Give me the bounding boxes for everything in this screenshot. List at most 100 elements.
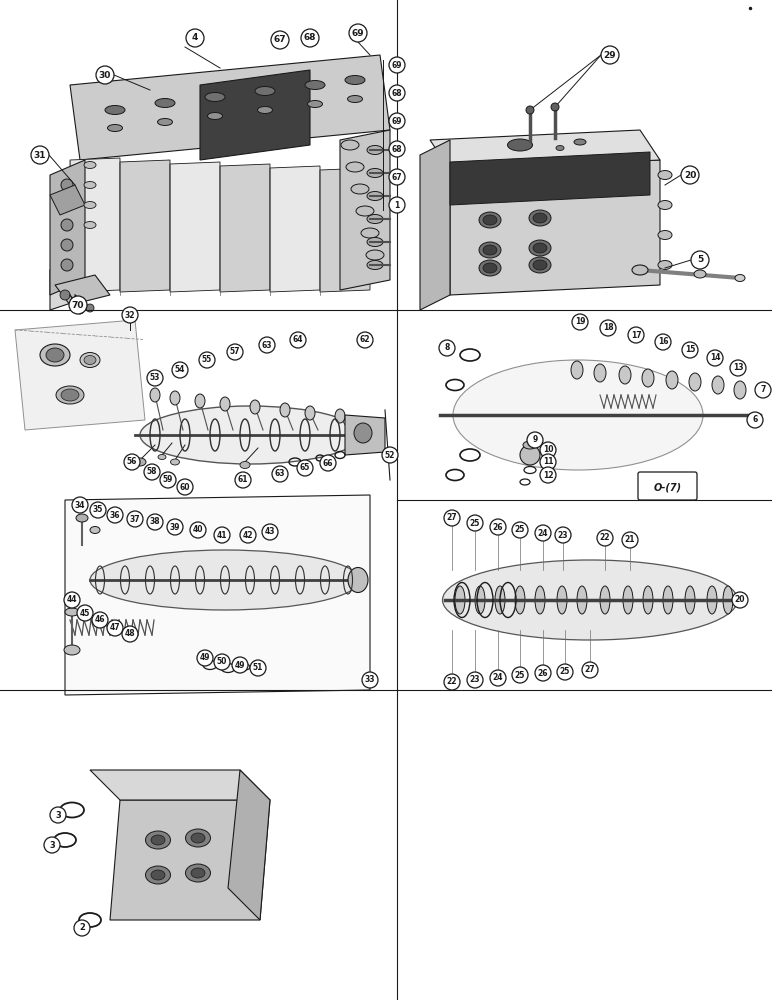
Ellipse shape <box>574 139 586 145</box>
Ellipse shape <box>84 222 96 229</box>
Text: 27: 27 <box>584 666 595 674</box>
Circle shape <box>389 57 405 73</box>
Ellipse shape <box>515 586 525 614</box>
Ellipse shape <box>658 260 672 269</box>
Circle shape <box>655 334 671 350</box>
Text: 25: 25 <box>515 526 525 534</box>
Circle shape <box>271 31 289 49</box>
Text: 60: 60 <box>180 483 190 491</box>
Ellipse shape <box>735 274 745 282</box>
Text: 14: 14 <box>709 354 720 362</box>
Ellipse shape <box>577 586 587 614</box>
Text: 52: 52 <box>384 450 395 460</box>
Circle shape <box>186 29 204 47</box>
Text: 64: 64 <box>293 336 303 344</box>
Polygon shape <box>90 770 270 800</box>
Text: 7: 7 <box>760 385 766 394</box>
Circle shape <box>214 527 230 543</box>
Circle shape <box>389 113 405 129</box>
Ellipse shape <box>341 140 359 150</box>
Text: 53: 53 <box>150 373 160 382</box>
Ellipse shape <box>347 96 363 103</box>
Polygon shape <box>345 415 385 455</box>
Circle shape <box>540 467 556 483</box>
Circle shape <box>197 650 213 666</box>
Ellipse shape <box>658 231 672 239</box>
Text: 3: 3 <box>49 840 55 850</box>
Ellipse shape <box>495 586 505 614</box>
Circle shape <box>389 169 405 185</box>
Ellipse shape <box>658 170 672 180</box>
Text: 68: 68 <box>391 144 402 153</box>
Ellipse shape <box>367 192 383 200</box>
Text: 30: 30 <box>99 70 111 80</box>
Ellipse shape <box>723 586 733 614</box>
Text: 27: 27 <box>447 514 457 522</box>
Circle shape <box>622 532 638 548</box>
Circle shape <box>520 445 540 465</box>
Ellipse shape <box>170 391 180 405</box>
Circle shape <box>357 332 373 348</box>
Ellipse shape <box>185 864 211 882</box>
Text: 5: 5 <box>697 255 703 264</box>
Text: 22: 22 <box>600 534 610 542</box>
Circle shape <box>127 511 143 527</box>
Ellipse shape <box>529 240 551 256</box>
Circle shape <box>227 344 243 360</box>
Circle shape <box>732 592 748 608</box>
Text: 4: 4 <box>191 33 198 42</box>
Polygon shape <box>450 160 660 295</box>
Circle shape <box>707 350 723 366</box>
Text: 1: 1 <box>394 200 400 210</box>
Ellipse shape <box>666 371 678 389</box>
Ellipse shape <box>689 373 701 391</box>
Text: 21: 21 <box>625 536 635 544</box>
Ellipse shape <box>151 835 165 845</box>
Text: 13: 13 <box>733 363 743 372</box>
Polygon shape <box>70 55 390 160</box>
Ellipse shape <box>694 270 706 278</box>
Circle shape <box>240 527 256 543</box>
Circle shape <box>77 605 93 621</box>
Ellipse shape <box>195 394 205 408</box>
Ellipse shape <box>356 206 374 216</box>
Text: 57: 57 <box>230 348 240 357</box>
Ellipse shape <box>642 369 654 387</box>
Ellipse shape <box>46 348 64 362</box>
Circle shape <box>272 466 288 482</box>
Polygon shape <box>320 168 370 292</box>
Text: 12: 12 <box>543 471 554 480</box>
Text: 8: 8 <box>445 344 449 353</box>
Ellipse shape <box>64 645 80 655</box>
Ellipse shape <box>305 81 325 90</box>
Polygon shape <box>340 130 390 290</box>
Ellipse shape <box>335 409 345 423</box>
Text: 59: 59 <box>163 476 173 485</box>
Circle shape <box>682 342 698 358</box>
Ellipse shape <box>533 243 547 253</box>
Ellipse shape <box>658 200 672 210</box>
Polygon shape <box>220 164 270 292</box>
Text: 66: 66 <box>323 458 334 468</box>
Circle shape <box>76 306 84 314</box>
Text: 36: 36 <box>110 510 120 520</box>
Polygon shape <box>420 140 450 310</box>
Circle shape <box>527 432 543 448</box>
Ellipse shape <box>367 168 383 178</box>
Circle shape <box>214 654 230 670</box>
Circle shape <box>107 507 123 523</box>
Circle shape <box>144 464 160 480</box>
Circle shape <box>362 672 378 688</box>
Ellipse shape <box>533 260 547 270</box>
Circle shape <box>107 620 123 636</box>
Ellipse shape <box>151 870 165 880</box>
Circle shape <box>92 612 108 628</box>
Text: O-(7): O-(7) <box>654 482 682 492</box>
Ellipse shape <box>453 360 703 470</box>
Ellipse shape <box>354 423 372 443</box>
Ellipse shape <box>479 242 501 258</box>
Text: 65: 65 <box>300 464 310 473</box>
Text: 29: 29 <box>604 50 616 60</box>
Circle shape <box>50 807 66 823</box>
Polygon shape <box>170 162 220 292</box>
